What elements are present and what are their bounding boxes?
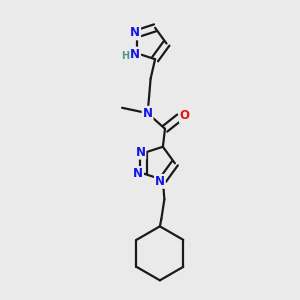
Text: N: N — [135, 146, 146, 159]
Text: N: N — [130, 26, 140, 39]
Text: N: N — [142, 107, 153, 120]
Text: N: N — [133, 167, 143, 180]
Text: O: O — [180, 110, 190, 122]
Text: N: N — [155, 175, 165, 188]
Text: N: N — [130, 48, 140, 61]
Text: H: H — [121, 51, 129, 61]
